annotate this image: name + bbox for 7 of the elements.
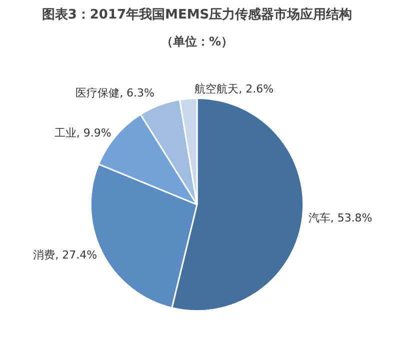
slice-label: 航空航天, 2.6% [194, 82, 274, 96]
slice-label: 医疗保健, 6.3% [76, 86, 155, 100]
slice-label: 汽车, 53.8% [308, 211, 372, 224]
chart-subtitle: （单位：%） [160, 34, 234, 48]
slice-label: 工业, 9.9% [54, 126, 112, 140]
slice-label: 消费, 27.4% [33, 248, 98, 262]
chart-title: 图表3：2017年我国MEMS压力传感器市场应用结构 [42, 6, 352, 22]
